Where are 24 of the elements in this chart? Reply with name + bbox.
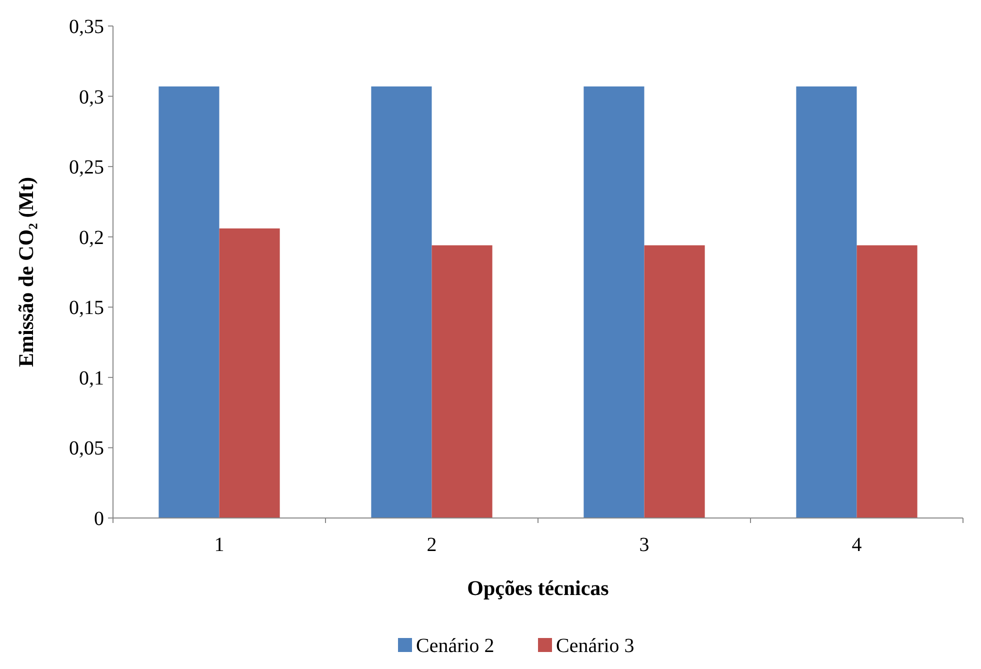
legend-label: Cenário 2: [416, 635, 494, 657]
y-tick-label: 0,2: [79, 226, 104, 249]
y-tick-label: 0,25: [69, 156, 104, 179]
x-tick-label: 1: [214, 534, 224, 556]
bar: [644, 245, 705, 518]
x-tick-label: 3: [639, 534, 650, 556]
y-tick-label: 0,35: [69, 16, 104, 38]
y-tick-label: 0,3: [79, 86, 104, 108]
y-tick-label: 0: [94, 508, 104, 530]
x-axis-title: Opções técnicas: [467, 576, 609, 600]
y-tick-label: 0,15: [69, 297, 104, 320]
bar: [432, 245, 492, 518]
y-tick-label: 0,1: [79, 367, 104, 390]
bar: [158, 86, 220, 518]
bar: [371, 86, 432, 518]
bar: [856, 245, 918, 518]
bar: [219, 228, 280, 518]
x-tick-label: 4: [852, 534, 862, 556]
y-axis-title: Emissão de CO₂ (Mt): [14, 176, 38, 368]
x-tick-label: 2: [426, 534, 437, 556]
bar: [584, 86, 644, 518]
y-tick-label: 0,05: [69, 438, 104, 460]
bar: [796, 86, 857, 518]
legend-label: Cenário 3: [556, 635, 634, 657]
